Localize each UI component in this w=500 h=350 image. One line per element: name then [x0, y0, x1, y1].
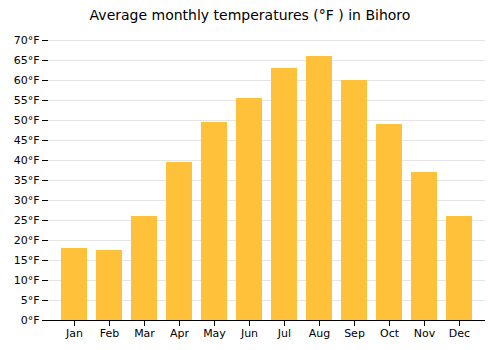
svg-text:50°F: 50°F: [14, 114, 40, 127]
svg-text:5°F: 5°F: [21, 294, 40, 307]
svg-text:Mar: Mar: [134, 327, 155, 340]
svg-text:Nov: Nov: [414, 327, 436, 340]
svg-text:Jan: Jan: [65, 327, 83, 340]
svg-text:70°F: 70°F: [14, 34, 40, 47]
html-text:Average monthly temperatures (: Average monthly temperatures (°F ) in Bi…: [89, 7, 411, 23]
svg-text:Sep: Sep: [344, 327, 365, 340]
svg-text:0°F: 0°F: [21, 314, 40, 327]
svg-text:Jun: Jun: [240, 327, 258, 340]
svg-text:40°F: 40°F: [14, 154, 40, 167]
svg-text:20°F: 20°F: [14, 234, 40, 247]
svg-text:Apr: Apr: [170, 327, 190, 340]
svg-text:Oct: Oct: [380, 327, 400, 340]
svg-text:45°F: 45°F: [14, 134, 40, 147]
svg-text:Feb: Feb: [100, 327, 119, 340]
svg-text:10°F: 10°F: [14, 274, 40, 287]
svg-text:35°F: 35°F: [14, 174, 40, 187]
svg-text:May: May: [203, 327, 226, 340]
svg-text:25°F: 25°F: [14, 214, 40, 227]
svg-text:55°F: 55°F: [14, 94, 40, 107]
svg-text:Aug: Aug: [309, 327, 330, 340]
svg-text:30°F: 30°F: [14, 194, 40, 207]
svg-text:15°F: 15°F: [14, 254, 40, 267]
svg-text:Jul: Jul: [277, 327, 291, 340]
svg-text:Dec: Dec: [449, 327, 470, 340]
svg-text:65°F: 65°F: [14, 54, 40, 67]
svg-text:60°F: 60°F: [14, 74, 40, 87]
